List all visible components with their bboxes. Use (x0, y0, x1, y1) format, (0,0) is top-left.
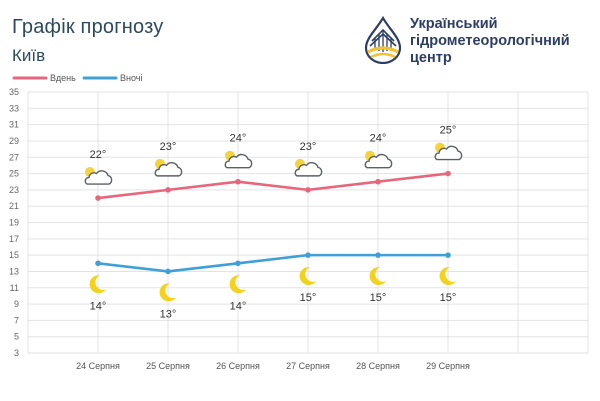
moon-icon (299, 267, 316, 286)
legend-label: Вночі (120, 73, 142, 83)
x-tick-label: 29 Серпня (426, 361, 470, 371)
y-tick-label: 31 (9, 120, 19, 130)
night-data-point (375, 252, 381, 258)
night-temperature-label: 14° (90, 300, 107, 312)
day-data-point (445, 170, 451, 177)
day-temperature-label: 24° (370, 133, 387, 145)
y-tick-label: 5 (14, 332, 19, 342)
moon-icon (229, 275, 246, 294)
y-tick-label: 35 (9, 87, 19, 97)
day-data-point (375, 178, 381, 185)
moon-icon (89, 275, 106, 294)
night-temperature-label: 13° (160, 308, 177, 320)
day-data-point (165, 187, 171, 193)
y-tick-label: 27 (9, 152, 19, 162)
x-tick-label: 28 Серпня (356, 361, 400, 371)
moon-icon (159, 283, 176, 302)
night-series-line (97, 253, 448, 273)
y-tick-label: 15 (9, 250, 19, 260)
day-temperature-label: 23° (160, 141, 177, 153)
y-tick-label: 23 (9, 185, 19, 195)
y-tick-label: 11 (10, 283, 19, 293)
organization-name-line: гідрометеорологічний (410, 33, 570, 49)
day-temperature-label: 24° (230, 133, 247, 145)
city-name: Київ (12, 46, 46, 65)
day-temperature-label: 23° (300, 141, 317, 153)
day-temperature-label: 25° (440, 125, 457, 137)
day-temperature-label: 22° (90, 149, 107, 161)
y-tick-label: 19 (9, 218, 19, 228)
night-data-point (305, 252, 311, 258)
y-tick-label: 33 (9, 103, 19, 113)
night-data-point (95, 260, 101, 267)
x-tick-label: 24 Серпня (76, 361, 120, 371)
partly-cloudy-icon (364, 150, 393, 169)
x-tick-label: 27 Серпня (286, 361, 330, 371)
partly-cloudy-icon (434, 142, 463, 161)
y-tick-label: 29 (9, 136, 19, 146)
night-data-point (235, 260, 241, 267)
y-tick-label: 3 (14, 348, 19, 358)
partly-cloudy-icon (154, 158, 183, 177)
night-temperature-label: 15° (300, 292, 317, 304)
y-tick-label: 7 (14, 315, 19, 325)
partly-cloudy-icon (224, 150, 253, 169)
partly-cloudy-icon (294, 158, 323, 177)
day-data-point (235, 178, 241, 185)
day-series-line (97, 172, 449, 200)
organization-name: Український гідрометеорологічний центр (410, 16, 595, 67)
night-temperature-label: 15° (440, 292, 457, 304)
day-data-point (305, 187, 311, 193)
legend-label: Вдень (50, 73, 76, 83)
moon-icon (369, 267, 386, 286)
y-tick-label: 13 (9, 266, 19, 276)
y-tick-label: 21 (9, 201, 19, 211)
y-tick-label: 17 (9, 234, 19, 244)
organization-branding: Український гідрометеорологічний центр (362, 16, 592, 70)
x-tick-label: 25 Серпня (146, 361, 190, 371)
organization-logo (364, 16, 402, 64)
night-data-point (445, 252, 451, 258)
night-data-point (165, 268, 171, 275)
organization-name-line: центр (410, 50, 452, 66)
night-temperature-label: 15° (370, 292, 387, 304)
organization-name-line: Український (410, 16, 498, 32)
moon-icon (439, 267, 456, 286)
y-tick-label: 9 (14, 299, 19, 309)
y-tick-label: 25 (9, 169, 19, 179)
partly-cloudy-icon (84, 167, 113, 185)
night-temperature-label: 14° (230, 300, 247, 312)
day-data-point (95, 195, 101, 201)
page-title: Графік прогнозу (12, 16, 164, 38)
x-tick-label: 26 Серпня (216, 361, 260, 371)
